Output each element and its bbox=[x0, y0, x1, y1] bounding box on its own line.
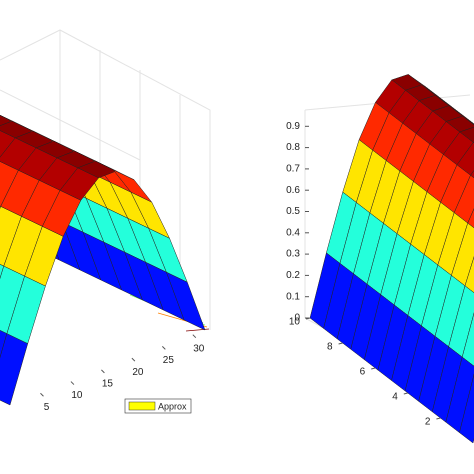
surface-cell bbox=[464, 256, 474, 294]
y-tick-label: 4 bbox=[392, 392, 398, 403]
z-tick-label: 0.5 bbox=[286, 206, 300, 217]
z-tick-label: 0.7 bbox=[286, 164, 300, 175]
y-tick-label: 2 bbox=[425, 417, 431, 428]
y-tick bbox=[338, 342, 343, 345]
x-tick-label: 5 bbox=[44, 402, 50, 413]
surface-cell bbox=[0, 333, 29, 406]
z-tick-label: 0.6 bbox=[286, 185, 300, 196]
contour-line bbox=[185, 328, 210, 332]
x-tick bbox=[161, 346, 166, 350]
surface-cell bbox=[165, 271, 206, 331]
left-plot: Approx 5 10 15 20 25 30 bbox=[0, 114, 210, 414]
box-lines bbox=[0, 29, 211, 330]
surface-cell bbox=[467, 208, 474, 229]
surface-cell bbox=[445, 356, 474, 434]
x-tick-label: 10 bbox=[71, 390, 83, 401]
x-tick-label: 25 bbox=[163, 355, 175, 366]
y-tick bbox=[403, 392, 408, 395]
x-tick-label: 15 bbox=[102, 378, 114, 389]
y-tick-label: 10 bbox=[289, 317, 301, 328]
surface-cell bbox=[470, 170, 474, 179]
x-tick bbox=[131, 357, 136, 362]
right-plot: 0 0.1 0.2 0.3 0.4 0.5 0.6 0.7 0.8 0.9 2 4 6 8 10 bbox=[286, 74, 474, 444]
y-tick-label: 6 bbox=[360, 367, 366, 378]
z-tick-label: 0.4 bbox=[286, 227, 300, 238]
x-tick bbox=[40, 392, 44, 397]
x-tick-label: 20 bbox=[132, 367, 144, 378]
x-tick-label: 30 bbox=[193, 343, 205, 354]
y-tick bbox=[371, 367, 376, 370]
legend-swatch bbox=[128, 401, 156, 411]
z-tick-label: 0.9 bbox=[286, 121, 300, 132]
x-tick bbox=[192, 334, 197, 339]
z-tick-label: 0.2 bbox=[286, 270, 300, 281]
y-tick bbox=[305, 317, 311, 320]
surface-cell bbox=[459, 373, 474, 444]
z-tick-label: 0 bbox=[294, 313, 300, 324]
x-tick bbox=[101, 369, 105, 374]
z-tick-label: 0.3 bbox=[286, 249, 300, 260]
legend-label: Approx bbox=[158, 401, 187, 411]
y-tick bbox=[436, 417, 441, 420]
x-tick bbox=[70, 381, 75, 385]
z-tick-label: 0.8 bbox=[286, 142, 300, 153]
y-tick-label: 8 bbox=[327, 342, 333, 353]
z-tick-label: 0.1 bbox=[286, 291, 300, 302]
